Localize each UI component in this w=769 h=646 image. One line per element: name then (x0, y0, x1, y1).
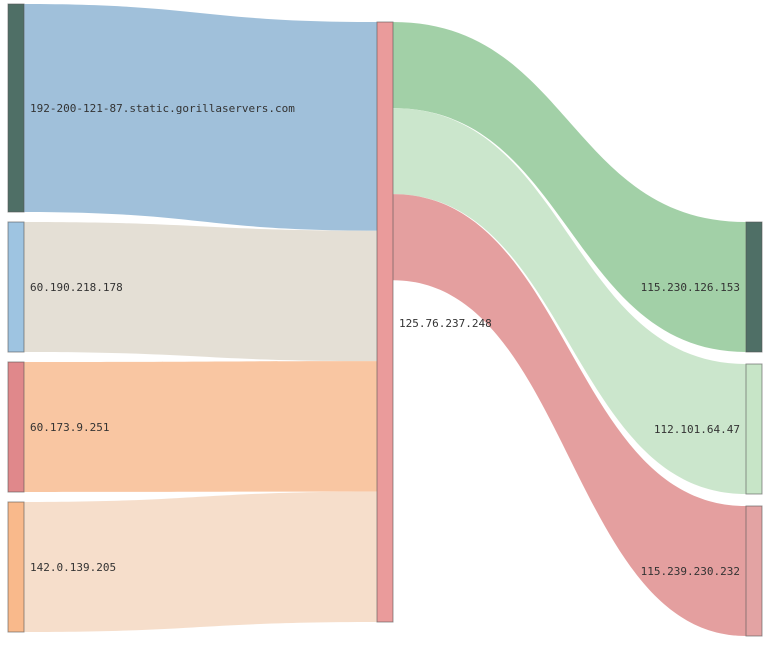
link-n4-n5[interactable] (24, 491, 377, 632)
link-n5-n6[interactable] (393, 22, 746, 352)
link-n5-n7[interactable] (393, 108, 746, 494)
node-label-n8: 115.239.230.232 (641, 565, 740, 578)
node-n5[interactable] (376, 21, 394, 623)
links-layer (24, 4, 746, 636)
node-n8[interactable] (745, 505, 763, 637)
node-n3[interactable] (7, 361, 25, 493)
labels-layer: 192-200-121-87.static.gorillaservers.com… (30, 102, 740, 578)
link-n3-n5[interactable] (24, 361, 377, 492)
nodes-layer (7, 3, 763, 637)
node-n2[interactable] (7, 221, 25, 353)
node-label-n3: 60.173.9.251 (30, 421, 109, 434)
link-n2-n5[interactable] (24, 222, 377, 362)
node-label-n5: 125.76.237.248 (399, 317, 492, 330)
link-n5-n8[interactable] (393, 194, 746, 636)
node-n1[interactable] (7, 3, 25, 213)
node-label-n4: 142.0.139.205 (30, 561, 116, 574)
node-label-n1: 192-200-121-87.static.gorillaservers.com (30, 102, 295, 115)
node-n6[interactable] (745, 221, 763, 353)
node-n7[interactable] (745, 363, 763, 495)
node-label-n2: 60.190.218.178 (30, 281, 123, 294)
node-n4[interactable] (7, 501, 25, 633)
node-label-n7: 112.101.64.47 (654, 423, 740, 436)
link-n1-n5[interactable] (24, 4, 377, 231)
node-label-n6: 115.230.126.153 (641, 281, 740, 294)
